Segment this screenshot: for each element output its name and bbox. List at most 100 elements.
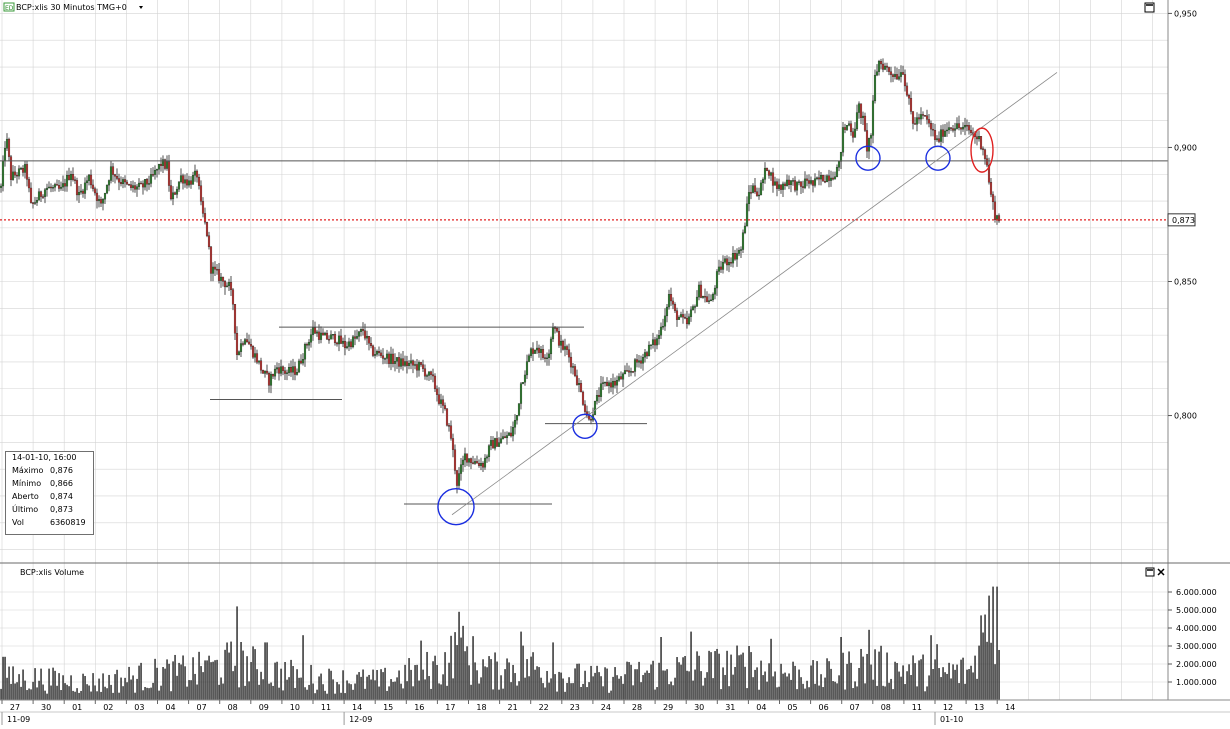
- volume-bar: [730, 654, 732, 700]
- candle-body: [903, 74, 907, 87]
- volume-bar: [316, 689, 318, 700]
- volume-bar: [240, 641, 242, 700]
- volume-bar: [110, 684, 112, 700]
- candle-body: [541, 349, 545, 358]
- volume-bar: [378, 686, 380, 700]
- candle-body: [449, 425, 453, 439]
- maximize-icon[interactable]: [1144, 2, 1155, 13]
- volume-bar: [586, 687, 588, 700]
- volume-bar: [406, 681, 408, 700]
- candle-body: [345, 346, 349, 349]
- candle-body: [513, 420, 517, 428]
- volume-bar: [672, 685, 674, 700]
- x-tick-label: 02: [103, 703, 113, 712]
- red-ellipse-marker[interactable]: [970, 127, 994, 173]
- volume-bar: [570, 683, 572, 700]
- volume-bar: [748, 646, 750, 700]
- candle-body: [501, 436, 505, 439]
- candle-body: [373, 354, 377, 356]
- volume-bar: [166, 659, 168, 700]
- volume-bar: [722, 667, 724, 700]
- volume-bar: [934, 659, 936, 700]
- volume-bar: [464, 651, 466, 700]
- volume-bar: [534, 669, 536, 700]
- blue-circle-marker[interactable]: [925, 145, 951, 171]
- x-tick-label: 08: [228, 703, 238, 712]
- candle-body: [607, 382, 611, 386]
- candle-body: [651, 339, 655, 345]
- candle-body: [487, 445, 491, 458]
- volume-bar: [260, 671, 262, 700]
- volume-bar: [786, 676, 788, 700]
- x-tick-label: 14: [352, 703, 362, 712]
- volume-bar: [144, 687, 146, 700]
- candle-body: [161, 159, 165, 166]
- candle-body: [81, 190, 85, 194]
- maximize-icon[interactable]: [1145, 567, 1155, 577]
- volume-bar: [2, 656, 4, 700]
- volume-bar: [676, 657, 678, 700]
- volume-bar: [806, 680, 808, 700]
- blue-circle-marker[interactable]: [855, 145, 881, 171]
- candle-body: [397, 357, 401, 367]
- blue-circle-marker[interactable]: [437, 488, 475, 526]
- volume-bar: [124, 677, 126, 700]
- trendline[interactable]: [451, 72, 1058, 516]
- candle-body: [359, 329, 363, 332]
- volume-bar: [100, 691, 102, 700]
- volume-bar: [348, 683, 350, 700]
- volume-bar: [424, 679, 426, 700]
- candle-body: [817, 177, 821, 180]
- candle-body: [65, 175, 69, 187]
- candle-body: [923, 115, 927, 117]
- candle-body: [83, 182, 87, 194]
- volume-bar: [486, 667, 488, 700]
- x-tick-label: 10: [290, 703, 300, 712]
- volume-bar: [318, 676, 320, 700]
- volume-bar: [514, 673, 516, 700]
- volume-bar: [518, 681, 520, 700]
- volume-bar: [656, 687, 658, 700]
- candle-body: [641, 357, 645, 364]
- candle-body: [753, 185, 757, 192]
- candle-body: [251, 346, 255, 358]
- price-grid: [0, 0, 1168, 700]
- blue-circle-marker[interactable]: [572, 413, 598, 439]
- candle-body: [631, 371, 635, 373]
- candle-body: [499, 438, 503, 443]
- x-tick-label: 16: [414, 703, 424, 712]
- candle-body: [941, 129, 945, 137]
- candle-body: [43, 189, 47, 197]
- candle-body: [853, 128, 857, 138]
- candle-body: [535, 347, 539, 351]
- candle-body: [77, 192, 81, 196]
- volume-bar: [942, 667, 944, 700]
- volume-bar: [412, 686, 414, 700]
- x-tick-label: 30: [41, 703, 51, 712]
- candle-body: [551, 327, 555, 340]
- volume-bar: [158, 690, 160, 700]
- close-icon[interactable]: [1157, 568, 1165, 576]
- volume-bar: [24, 680, 26, 700]
- x-tick-label: 14: [1005, 703, 1015, 712]
- x-tick-label: 11: [912, 703, 922, 712]
- volume-bar: [248, 681, 250, 700]
- volume-bar: [484, 666, 486, 700]
- candle-body: [793, 180, 797, 191]
- volume-bar: [78, 692, 80, 700]
- volume-bar: [200, 666, 202, 700]
- volume-bar: [482, 659, 484, 700]
- candle-body: [735, 253, 739, 260]
- candle-body: [583, 404, 587, 412]
- volume-bar: [854, 681, 856, 700]
- candle-body: [697, 284, 701, 298]
- volume-bar: [18, 674, 20, 700]
- candle-body: [877, 61, 881, 72]
- caret-down-icon[interactable]: [139, 6, 143, 9]
- x-tick-label: 28: [632, 703, 642, 712]
- volume-bar: [940, 677, 942, 700]
- volume-bar: [94, 685, 96, 700]
- volume-bar: [994, 664, 996, 700]
- info-label: Vol: [12, 518, 24, 527]
- volume-bar: [402, 688, 404, 700]
